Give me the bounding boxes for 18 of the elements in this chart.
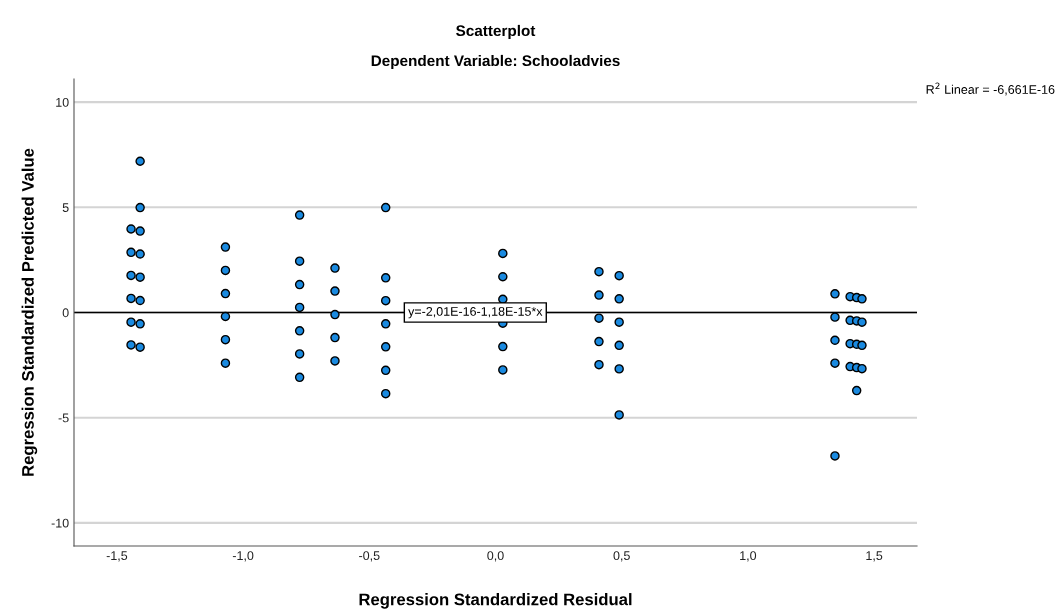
y-tick-label: 10 <box>56 97 69 107</box>
x-tick-label: -1,5 <box>106 551 128 562</box>
chart-title: Scatterplot <box>456 24 536 40</box>
x-tick-label: 1,5 <box>866 551 883 562</box>
annotation: y=-2,01E-16-1,18E-15*x <box>408 307 543 319</box>
y-tick-label: 5 <box>62 203 69 212</box>
y-tick-label: -10 <box>51 518 69 528</box>
y-tick-label: 0 <box>62 308 69 318</box>
x-tick-label: -0,5 <box>359 551 380 562</box>
x-tick-label: 0,0 <box>487 551 504 562</box>
text: R$^{2}$ Linear = -6,661E-16 <box>926 82 1055 96</box>
x-tick-label: 0,5 <box>613 551 630 562</box>
x-axis-title: Regression Standardized Residual <box>359 593 632 609</box>
y-tick-label: -5 <box>58 413 69 423</box>
y-axis-title: Regression Standardized Predicted Value <box>21 148 38 476</box>
x-tick-label: 1,0 <box>740 551 757 562</box>
x-tick-label: -1,0 <box>232 551 254 562</box>
chart-subtitle: Dependent Variable: Schooladvies <box>371 54 620 70</box>
